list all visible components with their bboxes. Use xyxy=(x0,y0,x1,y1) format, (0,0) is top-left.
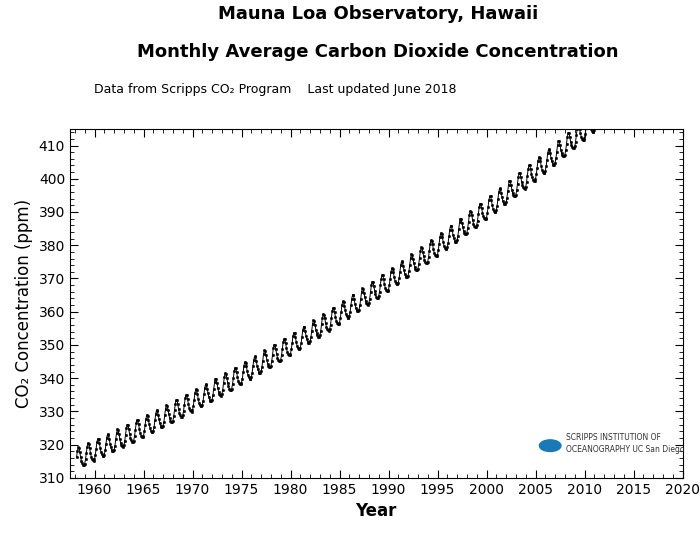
Text: Data from Scripps CO₂ Program    Last updated June 2018: Data from Scripps CO₂ Program Last updat… xyxy=(94,83,457,96)
Text: Mauna Loa Observatory, Hawaii: Mauna Loa Observatory, Hawaii xyxy=(218,5,538,24)
Y-axis label: CO₂ Concentration (ppm): CO₂ Concentration (ppm) xyxy=(15,199,33,408)
Ellipse shape xyxy=(540,440,561,452)
X-axis label: Year: Year xyxy=(356,502,397,520)
Text: SCRIPPS INSTITUTION OF
OCEANOGRAPHY UC San Diego: SCRIPPS INSTITUTION OF OCEANOGRAPHY UC S… xyxy=(566,433,685,454)
Text: Monthly Average Carbon Dioxide Concentration: Monthly Average Carbon Dioxide Concentra… xyxy=(137,43,619,61)
